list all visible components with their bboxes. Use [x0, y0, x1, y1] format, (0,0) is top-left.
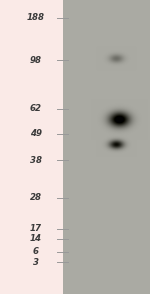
- Text: 49: 49: [30, 129, 42, 138]
- Text: 14: 14: [30, 234, 42, 243]
- Text: 17: 17: [30, 224, 42, 233]
- Text: 28: 28: [30, 193, 42, 202]
- Text: 188: 188: [27, 13, 45, 22]
- Bar: [0, 0, 63, 294]
- Text: 38: 38: [30, 156, 42, 165]
- Text: 6: 6: [33, 248, 39, 256]
- Text: 3: 3: [33, 258, 39, 267]
- Text: 98: 98: [30, 56, 42, 65]
- Text: 62: 62: [30, 104, 42, 113]
